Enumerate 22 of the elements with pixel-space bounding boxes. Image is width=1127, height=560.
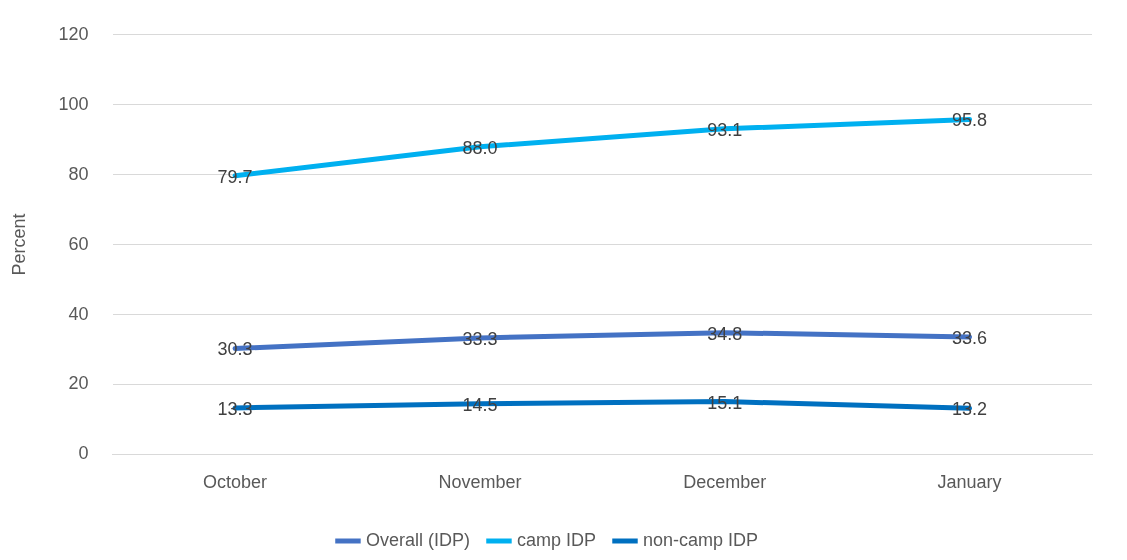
y-axis-title: Percent (8, 213, 29, 276)
legend-label: camp IDP (516, 529, 596, 550)
x-tick-label: November (438, 472, 522, 493)
y-tick-label: 120 (58, 23, 89, 44)
y-tick-label: 60 (68, 233, 89, 254)
y-tick-label: 80 (68, 163, 89, 184)
text: 15.1 (707, 392, 743, 413)
y-tick-label: 100 (58, 93, 89, 114)
y-tick-label: 40 (68, 303, 89, 324)
text: 30.3 (217, 339, 253, 360)
text: 33.6 (952, 327, 988, 348)
y-tick-label: 0 (78, 443, 89, 464)
x-tick-label: December (683, 472, 767, 493)
text: 13.3 (217, 398, 253, 419)
x-tick-label: October (203, 472, 268, 493)
legend-label: Overall (IDP) (365, 529, 470, 550)
text: 95.8 (952, 110, 988, 131)
y-tick-label: 20 (68, 373, 89, 394)
legend-label: non-camp IDP (642, 529, 759, 550)
text: 13.2 (952, 399, 988, 420)
x-tick-label: January (937, 472, 1002, 493)
text: 79.7 (217, 166, 253, 187)
